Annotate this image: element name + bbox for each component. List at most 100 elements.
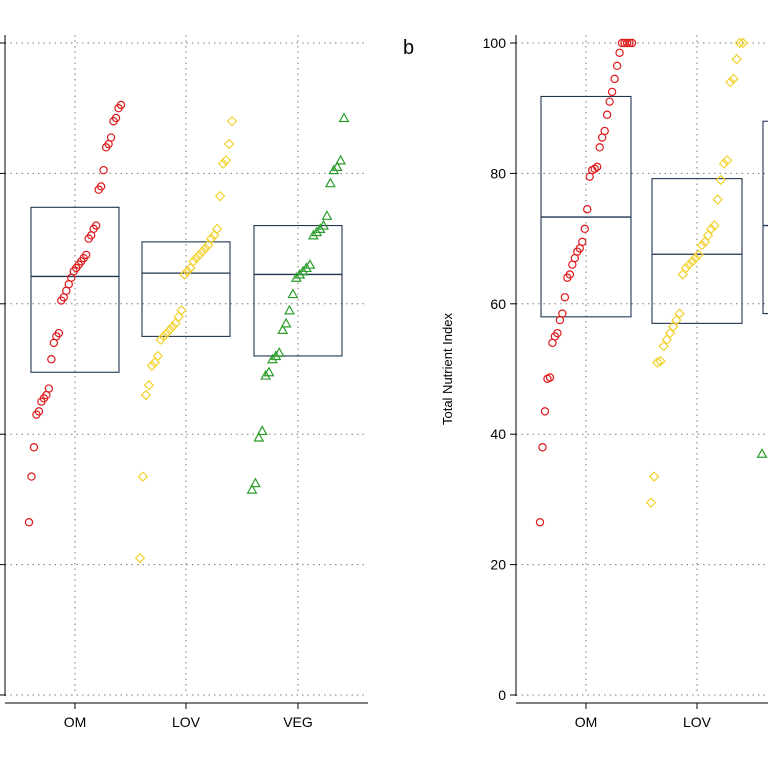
point-b-LOV-23 <box>718 158 730 169</box>
point-a-VEG-18 <box>307 229 319 240</box>
point-a-VEG-6 <box>267 353 278 364</box>
point-b-LOV-20 <box>709 220 720 231</box>
point-b-LOV-28 <box>734 37 746 49</box>
point-b-OM-19 <box>583 205 592 214</box>
y-tick-label-40: 40 <box>490 426 506 442</box>
point-a-OM-33 <box>106 133 116 142</box>
point-b-OM-17 <box>578 237 587 247</box>
point-a-OM-35 <box>111 113 121 123</box>
point-b-OM-30 <box>610 74 619 84</box>
x-tick-label-OM: OM <box>575 714 598 730</box>
point-a-LOV-11 <box>167 321 178 332</box>
point-a-VEG-3 <box>256 425 268 436</box>
point-a-VEG-13 <box>290 272 302 282</box>
point-b-OM-7 <box>553 328 562 338</box>
point-a-VEG-26 <box>335 154 347 165</box>
y-tick-label-20: 20 <box>490 557 506 573</box>
point-a-OM-37 <box>116 100 126 110</box>
point-b-LOV-14 <box>690 252 701 264</box>
point-b-LOV-26 <box>728 73 739 85</box>
point-b-LOV-17 <box>699 236 711 248</box>
point-a-LOV-31 <box>226 115 238 127</box>
point-a-VEG-8 <box>273 347 285 357</box>
point-b-LOV-4 <box>658 340 669 352</box>
x-tick-label-LOV: LOV <box>172 714 201 730</box>
point-b-OM-35 <box>622 38 632 48</box>
chart-panel-a: OM LOV VEG <box>0 35 368 730</box>
y-tick-label-0: 0 <box>498 687 506 703</box>
point-b-OM-0 <box>535 518 545 527</box>
point-a-OM-23 <box>81 250 91 260</box>
point-a-VEG-5 <box>263 366 275 377</box>
point-b-LOV-6 <box>664 327 676 339</box>
point-b-LOV-15 <box>693 249 704 261</box>
point-a-VEG-11 <box>284 304 295 315</box>
point-a-LOV-3 <box>143 380 155 391</box>
box-OM <box>540 95 632 318</box>
point-a-LOV-28 <box>217 158 229 169</box>
point-a-VEG-12 <box>287 288 299 299</box>
point-b-LOV-5 <box>661 334 673 345</box>
point-a-LOV-6 <box>152 350 164 362</box>
point-b-LOV-16 <box>696 239 708 251</box>
point-a-LOV-14 <box>176 305 187 316</box>
point-b-OM-12 <box>565 270 575 279</box>
point-a-LOV-9 <box>161 327 172 339</box>
point-a-VEG-20 <box>314 223 326 233</box>
point-a-OM-0 <box>24 518 34 527</box>
point-b-LOV-13 <box>686 256 698 267</box>
x-tick-label-VEG: VEG <box>283 714 313 730</box>
box-VEG <box>253 225 343 357</box>
point-b-OM-1 <box>538 443 547 452</box>
point-a-LOV-16 <box>182 265 193 277</box>
point-a-VEG-19 <box>311 226 323 237</box>
point-b-OM-36 <box>625 38 634 48</box>
point-a-OM-1 <box>27 472 36 481</box>
point-a-LOV-30 <box>223 138 235 150</box>
point-a-OM-29 <box>96 182 106 191</box>
point-a-VEG-16 <box>301 262 312 273</box>
point-b-OM-9 <box>558 309 567 318</box>
x-tick-label-LOV: LOV <box>683 714 712 730</box>
y-tick-label-60: 60 <box>490 296 506 312</box>
point-b-OM-29 <box>607 87 617 97</box>
point-b-OM-4 <box>545 373 555 382</box>
point-b-OM-22 <box>590 164 599 174</box>
point-a-LOV-10 <box>164 324 175 336</box>
point-b-LOV-25 <box>725 76 736 88</box>
point-a-LOV-22 <box>200 243 211 254</box>
point-a-LOV-7 <box>155 334 167 345</box>
point-b-OM-31 <box>612 61 622 71</box>
point-a-LOV-24 <box>205 233 217 244</box>
point-b-LOV-19 <box>706 223 717 235</box>
point-b-OM-27 <box>602 110 612 119</box>
point-a-VEG-2 <box>253 431 265 442</box>
point-a-OM-4 <box>34 407 44 416</box>
point-a-OM-30 <box>99 165 108 175</box>
point-a-OM-9 <box>47 355 56 364</box>
point-a-OM-2 <box>29 443 39 452</box>
box-LOV <box>651 178 743 324</box>
point-b-OM-23 <box>592 162 602 172</box>
point-b-LOV-18 <box>702 230 714 241</box>
point-b-LOV-11 <box>680 262 692 274</box>
point-a-VEG-22 <box>321 210 333 220</box>
point-b-LOV-3 <box>655 355 666 367</box>
point-a-LOV-27 <box>214 190 226 202</box>
point-b-OM-18 <box>580 224 589 234</box>
point-b-LOV-12 <box>683 259 695 270</box>
point-a-VEG-27 <box>338 112 350 123</box>
point-a-LOV-20 <box>194 249 205 261</box>
point-b-LOV-7 <box>667 321 679 332</box>
point-a-VEG-24 <box>328 164 340 175</box>
box-VEG <box>762 120 768 315</box>
point-b-LOV-1 <box>648 471 660 482</box>
point-b-OM-26 <box>600 126 609 136</box>
y-axis-title: Total Nutrient Index <box>440 313 455 426</box>
point-b-LOV-10 <box>677 269 688 280</box>
point-a-LOV-29 <box>220 155 232 166</box>
point-a-LOV-21 <box>197 246 208 257</box>
point-a-LOV-19 <box>191 252 202 264</box>
point-b-LOV-21 <box>712 194 723 205</box>
